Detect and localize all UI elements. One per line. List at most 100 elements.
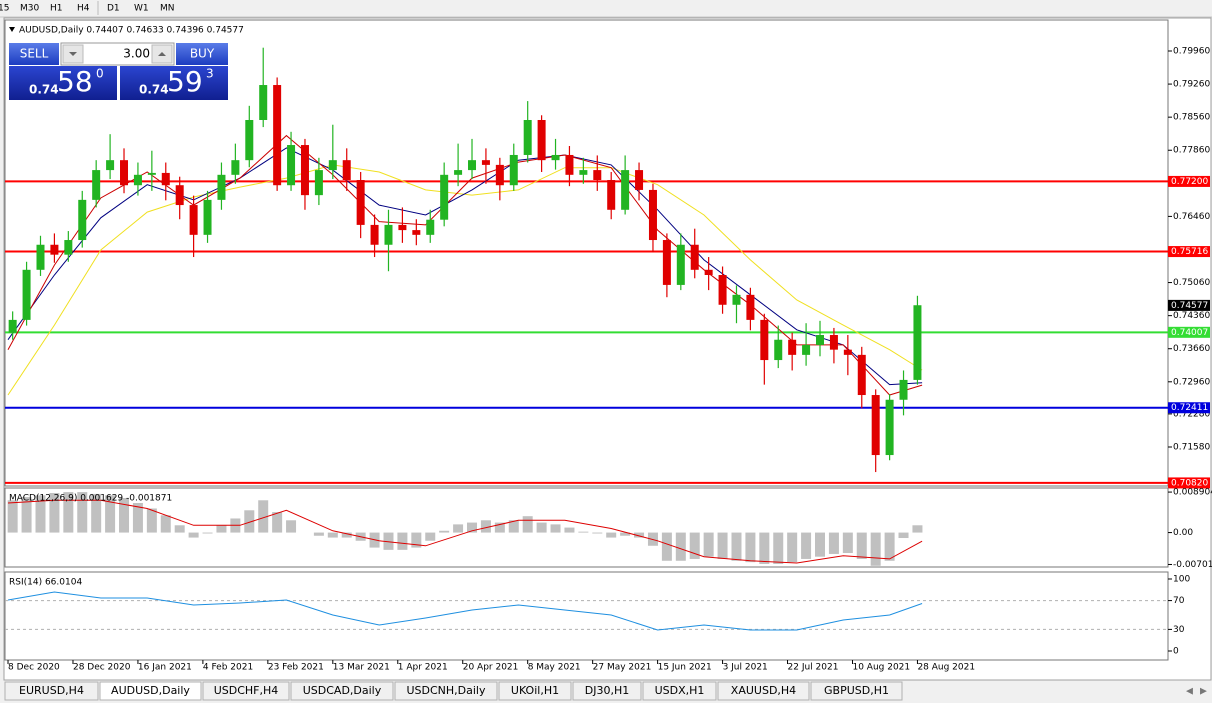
histogram-bar — [494, 522, 505, 533]
plot-area — [5, 47, 1168, 484]
histogram-bar — [35, 495, 46, 533]
x-tick-label: 22 Jul 2021 — [788, 663, 839, 673]
histogram-bar — [508, 520, 519, 533]
y-tick-label: 0 — [1173, 646, 1179, 656]
timeframe-button[interactable]: W1 — [134, 4, 149, 14]
histogram-bar — [870, 532, 881, 566]
candle-body — [203, 199, 212, 235]
candle-body — [287, 145, 296, 186]
histogram-bar — [717, 532, 728, 559]
down-arrow — [69, 52, 77, 56]
timeframe-button[interactable]: MN — [160, 4, 175, 14]
histogram-bar — [759, 532, 770, 564]
level-label: 0.70820 — [1171, 478, 1208, 488]
lot-input[interactable] — [60, 42, 175, 66]
tab[interactable]: USDCAD,Daily — [290, 681, 394, 701]
tab-background — [4, 681, 99, 701]
y-tick-label: 0.78560 — [1173, 113, 1210, 123]
y-tick-label: 0.74360 — [1173, 311, 1210, 321]
tab-label: USDCNH,Daily — [406, 684, 486, 697]
tab-scroll-right[interactable]: ▶ — [1200, 687, 1207, 697]
tab[interactable]: UKOil,H1 — [498, 681, 572, 701]
histogram-bar — [119, 498, 130, 533]
tab-background — [642, 681, 717, 701]
y-tick-label: 0.72960 — [1173, 377, 1210, 387]
histogram-bar — [383, 532, 394, 550]
tab[interactable]: XAUUSD,H4 — [717, 681, 810, 701]
tab-label: UKOil,H1 — [511, 684, 559, 697]
candle-body — [509, 154, 518, 186]
candle-body — [676, 244, 685, 285]
candle-body — [579, 170, 588, 175]
y-tick-label: 100 — [1173, 574, 1190, 584]
candle-body — [398, 224, 407, 231]
candle-body — [593, 170, 602, 181]
buy-button[interactable] — [176, 43, 228, 65]
candle-body — [690, 244, 699, 270]
candle-body — [426, 219, 435, 235]
candle-body — [384, 224, 393, 245]
histogram-bar — [146, 508, 157, 533]
tab-label: USDX,H1 — [655, 684, 705, 697]
timeframe-button[interactable]: M30 — [20, 4, 39, 14]
tab[interactable]: USDX,H1 — [642, 681, 717, 701]
panel-title: MACD(12,26,9) 0.001629 -0.001871 — [9, 494, 172, 504]
candle-body — [231, 160, 240, 175]
x-tick-label: 3 Jul 2021 — [723, 663, 768, 673]
x-tick-label: 13 Mar 2021 — [333, 663, 390, 673]
buy-price-box[interactable] — [120, 66, 228, 100]
histogram-bar — [606, 532, 617, 538]
tab-background — [810, 681, 903, 701]
sell-price-box[interactable] — [9, 66, 117, 100]
timeframe-button[interactable]: H4 — [77, 4, 90, 14]
candle-body — [648, 189, 657, 241]
histogram-bar — [745, 532, 756, 563]
tab[interactable]: AUDUSD,Daily — [99, 681, 202, 701]
candle-body — [175, 185, 184, 206]
histogram-bar — [453, 524, 464, 533]
level-tag — [1168, 246, 1210, 258]
histogram-bar — [341, 532, 352, 538]
tab[interactable]: EURUSD,H4 — [4, 681, 99, 701]
histogram-bar — [550, 524, 561, 533]
y-tick-label: 0.00 — [1173, 528, 1193, 538]
timeframe-button[interactable]: H1 — [50, 4, 63, 14]
candle-body — [50, 244, 59, 255]
candle-body — [133, 174, 142, 186]
histogram-bar — [592, 532, 603, 534]
histogram-bar — [327, 532, 338, 538]
tab[interactable]: USDCHF,H4 — [202, 681, 290, 701]
candle-body — [871, 395, 880, 456]
tab-background — [394, 681, 498, 701]
candle-body — [106, 160, 115, 171]
timeframe-button[interactable]: D1 — [107, 4, 120, 14]
candle-body — [760, 319, 769, 361]
candle-body — [523, 119, 532, 155]
indicator-line — [7, 147, 923, 386]
histogram-bar — [898, 532, 909, 539]
histogram-bar — [77, 492, 88, 533]
x-tick-label: 28 Aug 2021 — [917, 663, 975, 673]
sell-button[interactable] — [9, 43, 59, 65]
tab[interactable]: USDCNH,Daily — [394, 681, 498, 701]
tab[interactable]: GBPUSD,H1 — [810, 681, 903, 701]
indicator-line — [7, 591, 923, 631]
candle-body — [217, 174, 226, 200]
candle-body — [328, 160, 337, 171]
histogram-bar — [620, 532, 631, 536]
collapse-arrow — [9, 27, 15, 32]
histogram-bar — [842, 532, 853, 554]
histogram-bar — [439, 530, 450, 533]
candle-body — [370, 224, 379, 245]
timeframe-button[interactable]: 15 — [0, 4, 9, 14]
tab-scroll-left[interactable]: ◀ — [1186, 687, 1193, 697]
histogram-bar — [828, 532, 839, 554]
y-tick-label: 0.008904 — [1173, 488, 1212, 498]
y-tick-label: 0.76460 — [1173, 212, 1210, 222]
histogram-bar — [912, 525, 923, 533]
tab-background — [99, 681, 202, 701]
tab[interactable]: DJ30,H1 — [572, 681, 642, 701]
tab-label: USDCHF,H4 — [214, 684, 279, 697]
candle-body — [829, 335, 838, 350]
